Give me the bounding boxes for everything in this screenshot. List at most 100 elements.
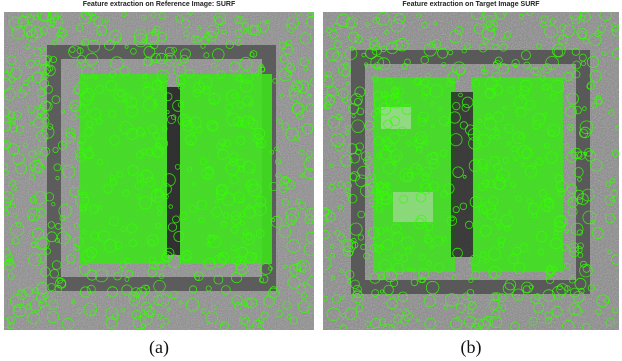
feature-marker <box>61 317 75 330</box>
feature-marker <box>179 212 188 221</box>
feature-marker <box>29 195 37 203</box>
feature-marker <box>58 204 73 218</box>
feature-marker <box>568 126 573 131</box>
feature-marker <box>579 120 594 135</box>
feature-marker <box>89 108 102 120</box>
feature-marker <box>586 56 599 69</box>
feature-marker <box>545 266 555 276</box>
feature-marker <box>345 81 351 86</box>
feature-marker <box>397 291 409 303</box>
feature-marker <box>610 189 618 198</box>
feature-marker <box>202 86 211 95</box>
feature-marker <box>154 189 164 199</box>
feature-marker <box>243 29 248 34</box>
feature-marker <box>182 254 190 261</box>
feature-marker <box>570 222 584 236</box>
feature-marker <box>485 316 492 323</box>
feature-marker <box>492 43 499 50</box>
feature-marker <box>143 98 157 112</box>
feature-marker <box>395 87 404 96</box>
feature-marker <box>296 259 311 273</box>
feature-marker <box>477 133 491 147</box>
feature-marker <box>215 189 226 200</box>
feature-marker <box>350 279 360 290</box>
feature-marker <box>376 153 382 159</box>
feature-marker <box>364 120 375 131</box>
feature-marker <box>49 269 60 279</box>
feature-marker <box>383 284 394 296</box>
feature-marker <box>418 111 429 123</box>
feature-marker <box>211 206 223 218</box>
feature-marker <box>377 57 391 71</box>
feature-marker <box>365 320 372 327</box>
feature-marker <box>370 243 379 253</box>
feature-marker <box>188 140 193 145</box>
feature-marker <box>547 124 560 137</box>
feature-marker <box>33 117 45 129</box>
feature-marker <box>203 52 210 59</box>
feature-marker <box>385 227 390 232</box>
feature-marker <box>37 150 42 155</box>
feature-marker <box>382 324 394 330</box>
feature-marker <box>574 151 583 160</box>
feature-marker <box>149 261 157 269</box>
feature-marker <box>255 195 267 207</box>
feature-marker <box>570 147 582 159</box>
feature-marker <box>89 309 97 317</box>
feature-marker <box>517 145 531 159</box>
feature-marker <box>544 24 558 39</box>
feature-marker <box>338 204 344 210</box>
feature-marker <box>241 317 249 325</box>
feature-marker <box>39 111 49 120</box>
feature-marker <box>607 249 613 255</box>
feature-marker <box>497 168 510 182</box>
feature-marker <box>48 299 59 310</box>
feature-marker <box>94 268 109 283</box>
feature-marker <box>226 112 240 127</box>
feature-marker <box>486 208 498 220</box>
feature-marker <box>154 222 162 230</box>
feature-marker <box>269 181 279 191</box>
feature-marker <box>103 238 118 253</box>
feature-marker <box>81 249 95 263</box>
feature-marker <box>189 285 198 294</box>
feature-marker <box>424 229 430 235</box>
feature-marker <box>10 222 25 237</box>
feature-marker <box>421 166 432 177</box>
feature-marker <box>282 300 292 310</box>
feature-marker <box>70 114 77 121</box>
feature-marker <box>591 227 604 240</box>
feature-marker <box>383 145 389 152</box>
feature-marker <box>434 262 445 273</box>
feature-marker <box>491 72 501 82</box>
feature-marker <box>383 181 389 187</box>
feature-marker <box>483 117 497 130</box>
feature-marker <box>135 127 145 137</box>
feature-marker <box>236 135 246 145</box>
feature-marker <box>386 272 391 277</box>
feature-marker <box>105 316 118 329</box>
feature-marker <box>217 148 229 160</box>
feature-marker <box>38 298 48 308</box>
feature-marker <box>378 259 392 273</box>
feature-marker <box>153 148 163 158</box>
feature-marker <box>278 225 292 238</box>
feature-marker <box>610 23 619 32</box>
feature-marker <box>303 66 309 72</box>
feature-marker <box>119 65 130 76</box>
feature-marker <box>4 259 11 266</box>
feature-marker <box>128 294 140 306</box>
feature-marker <box>392 161 397 166</box>
feature-marker <box>142 74 148 79</box>
feature-marker <box>173 231 185 242</box>
feature-marker <box>601 51 607 57</box>
feature-marker <box>329 244 335 249</box>
feature-marker <box>149 40 159 50</box>
feature-marker <box>231 294 243 306</box>
feature-marker <box>150 189 165 203</box>
feature-marker <box>416 13 422 19</box>
feature-marker <box>379 148 392 161</box>
feature-marker <box>339 116 344 121</box>
feature-marker <box>35 207 46 218</box>
feature-marker <box>564 105 577 118</box>
